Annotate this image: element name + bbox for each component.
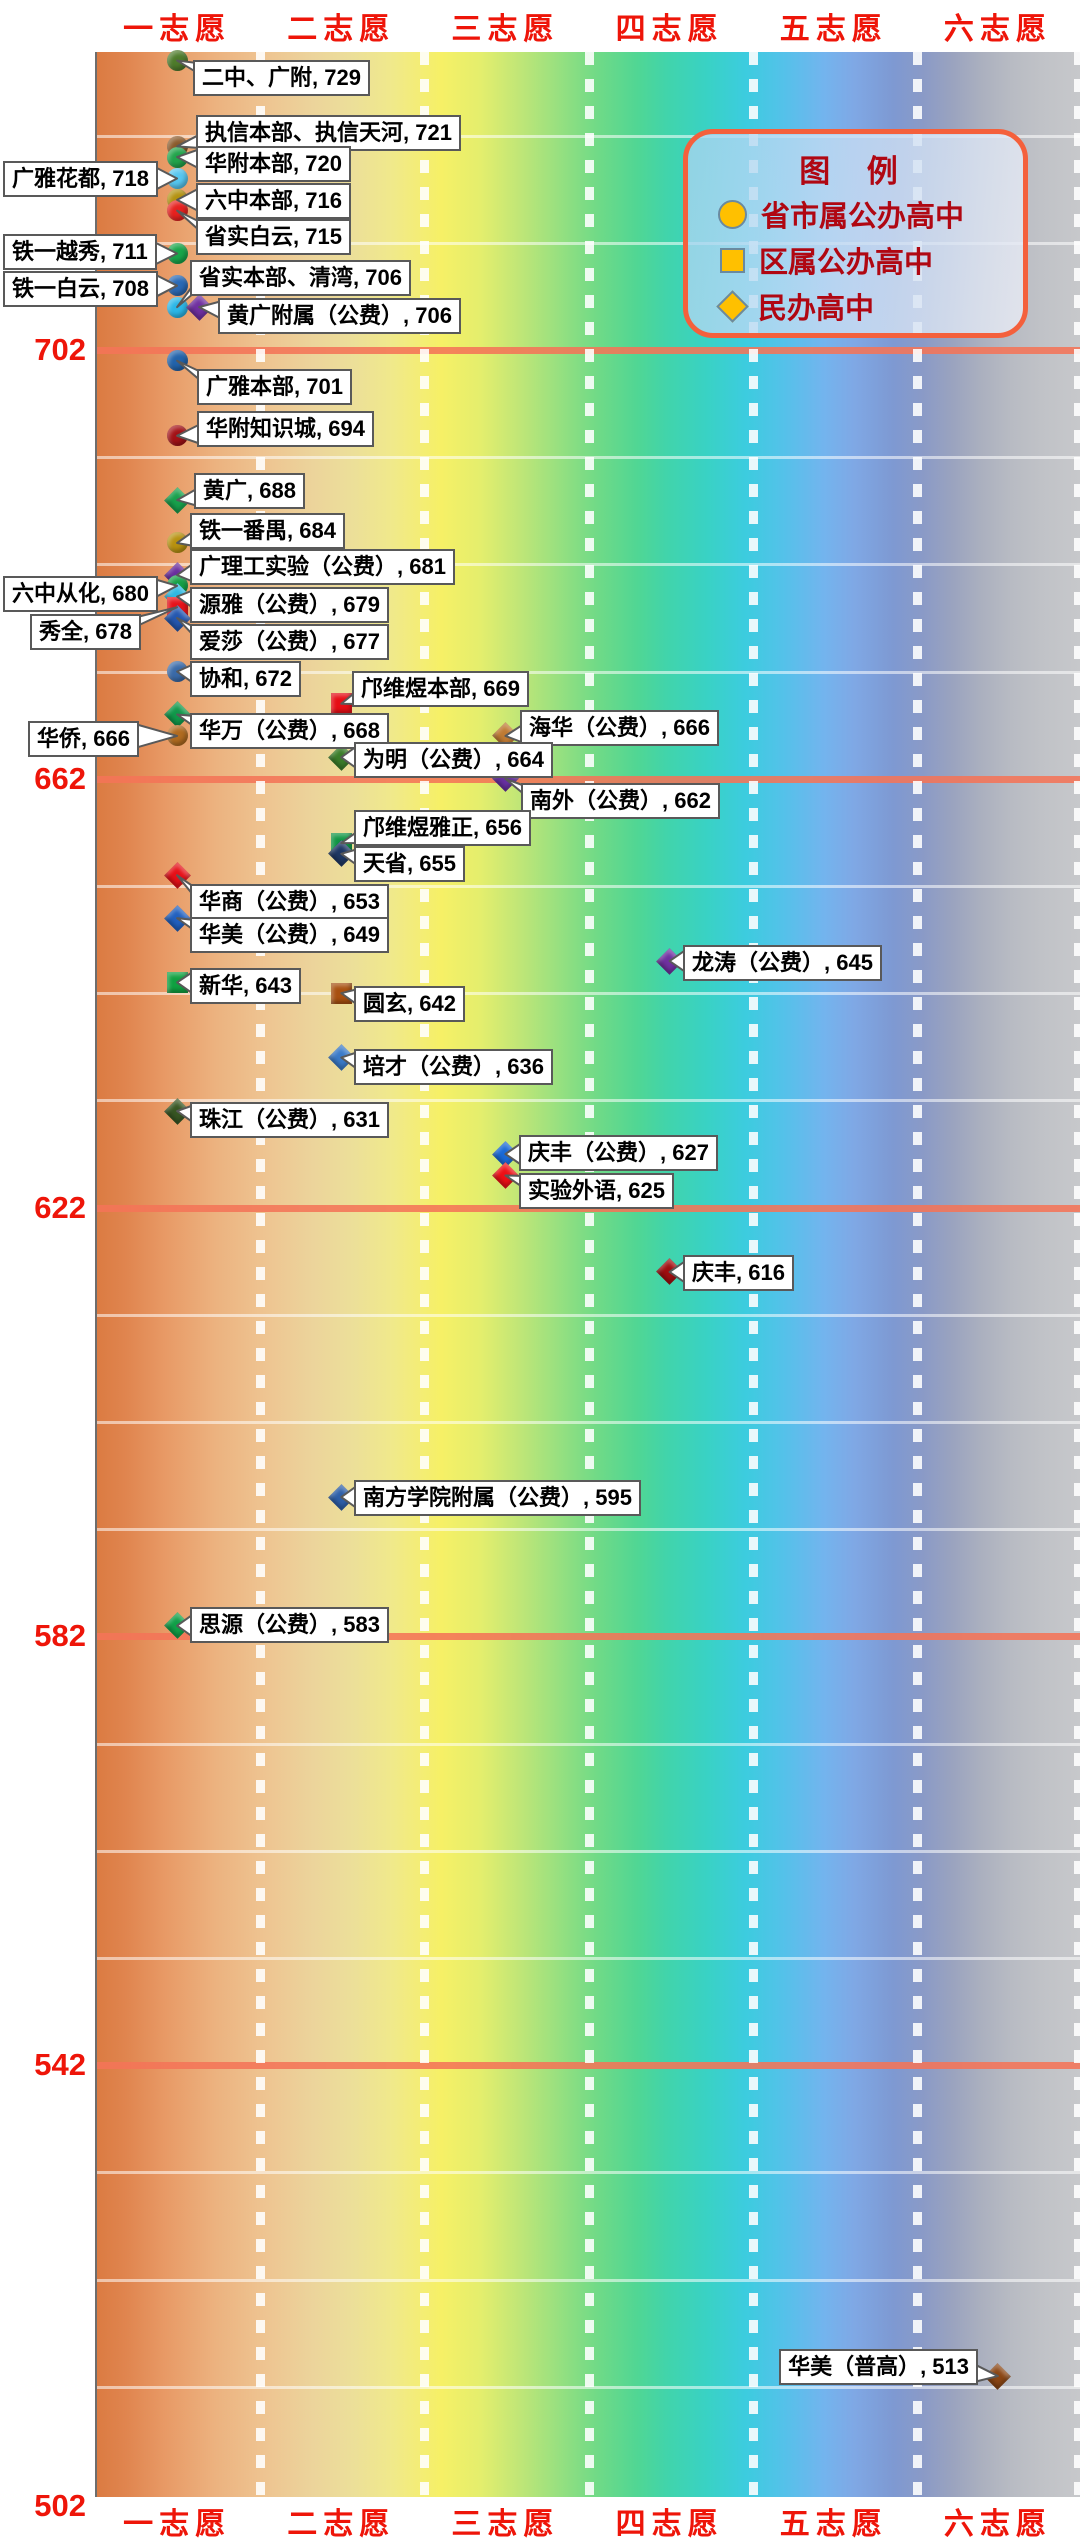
legend-box: 图 例 省市属公办高中 区属公办高中 民办高中 [683,129,1028,338]
column-divider-dashed [1074,52,1080,2497]
data-point-marker [166,146,188,168]
data-point-label: 省实本部、清湾, 706 [190,260,411,296]
x-axis-label-bottom: 五志愿 [779,2508,888,2541]
data-point-marker [166,661,188,683]
data-point-label: 广雅本部, 701 [197,369,352,405]
x-axis-label-bottom: 四志愿 [615,2508,724,2541]
data-point-marker [166,725,188,747]
x-axis-label-top: 五志愿 [779,13,888,46]
data-point-label: 天省, 655 [354,846,465,882]
data-point-label: 省实白云, 715 [196,219,351,255]
data-point-label: 黄广附属（公费）, 706 [218,298,461,334]
plot-area [95,52,1080,2497]
data-point-marker [166,167,188,189]
data-point-label: 邝维煜雅正, 656 [354,810,531,846]
data-point-label: 铁一番禺, 684 [190,513,345,549]
data-point-marker [330,693,352,715]
legend-item-label: 省市属公办高中 [761,201,965,233]
data-point-label: 庆丰, 616 [683,1255,794,1291]
x-axis-label-top: 六志愿 [943,13,1052,46]
column-divider-dashed [256,52,266,2497]
x-axis-label-top: 四志愿 [615,13,724,46]
data-point-label: 黄广, 688 [194,473,305,509]
data-point-marker [330,982,352,1004]
data-point-label: 圆玄, 642 [354,986,465,1022]
data-point-marker [166,350,188,372]
legend-item: 民办高中 [688,283,1023,329]
y-axis-label: 702 [34,332,86,367]
x-axis-label-top: 三志愿 [451,13,560,46]
x-axis-label-top: 一志愿 [123,13,232,46]
legend-items: 省市属公办高中 区属公办高中 民办高中 [688,191,1023,329]
y-axis-label: 622 [34,1189,86,1225]
data-point-label: 思源（公费）, 583 [190,1607,389,1643]
y-axis-label: 662 [34,760,86,796]
data-point-label: 六中从化, 680 [3,576,158,612]
x-axis-label-bottom: 一志愿 [123,2508,232,2541]
data-point-label: 二中、广附, 729 [193,60,370,96]
x-axis-label-top: 二志愿 [287,13,396,46]
circle-legend-icon [718,199,747,229]
data-point-marker [166,425,188,447]
y-axis-label: 542 [34,2047,86,2083]
column-divider-dashed [420,52,430,2497]
data-point-label: 秀全, 678 [30,614,141,650]
data-point-marker [166,243,188,265]
data-point-label: 华附知识城, 694 [197,411,374,447]
data-point-marker [166,200,188,222]
data-point-marker [166,275,188,297]
x-axis-label-bottom: 三志愿 [451,2508,560,2541]
legend-item: 区属公办高中 [688,237,1023,283]
data-point-label: 龙涛（公费）, 645 [683,945,882,981]
x-axis-label-bottom: 二志愿 [287,2508,396,2541]
x-axis-label-bottom: 六志愿 [943,2508,1052,2541]
legend-item: 省市属公办高中 [688,191,1023,237]
data-point-label: 华侨, 666 [28,721,139,757]
data-point-label: 铁一越秀, 711 [3,234,157,270]
data-point-label: 华美（公费）, 649 [190,917,389,953]
data-point-label: 广雅花都, 718 [3,161,158,197]
column-divider-dashed [912,52,922,2497]
data-point-label: 为明（公费）, 664 [354,742,553,778]
data-point-label: 庆丰（公费）, 627 [519,1135,718,1171]
data-point-marker [166,50,188,72]
data-point-label: 实验外语, 625 [519,1173,674,1209]
data-point-label: 邝维煜本部, 669 [352,671,529,707]
data-point-label: 源雅（公费）, 679 [190,587,389,623]
data-point-label: 南外（公费）, 662 [521,783,720,819]
data-point-label: 华附本部, 720 [196,146,351,182]
data-point-marker [166,971,188,993]
data-point-label: 广理工实验（公费）, 681 [190,549,455,585]
data-point-label: 珠江（公费）, 631 [190,1102,389,1138]
data-point-label: 铁一白云, 708 [3,271,158,307]
data-point-marker [166,296,188,318]
square-legend-icon [720,247,745,273]
data-point-label: 培才（公费）, 636 [354,1049,553,1085]
y-axis-label: 582 [34,1618,86,1654]
y-axis-label: 502 [34,2488,86,2523]
data-point-label: 华美（普高）, 513 [779,2349,978,2385]
data-point-label: 协和, 672 [190,661,301,697]
column-divider-dashed [584,52,594,2497]
data-point-label: 南方学院附属（公费）, 595 [354,1480,641,1516]
diamond-legend-icon [716,289,749,323]
legend-title: 图 例 [799,154,912,189]
legend-item-label: 民办高中 [758,293,875,325]
data-point-label: 海华（公费）, 666 [520,710,719,746]
data-point-label: 华商（公费）, 653 [190,884,389,920]
legend-item-label: 区属公办高中 [759,247,934,279]
data-point-label: 爱莎（公费）, 677 [190,624,389,660]
data-point-marker [166,532,188,554]
data-point-label: 六中本部, 716 [196,183,351,219]
data-point-label: 新华, 643 [190,968,301,1004]
